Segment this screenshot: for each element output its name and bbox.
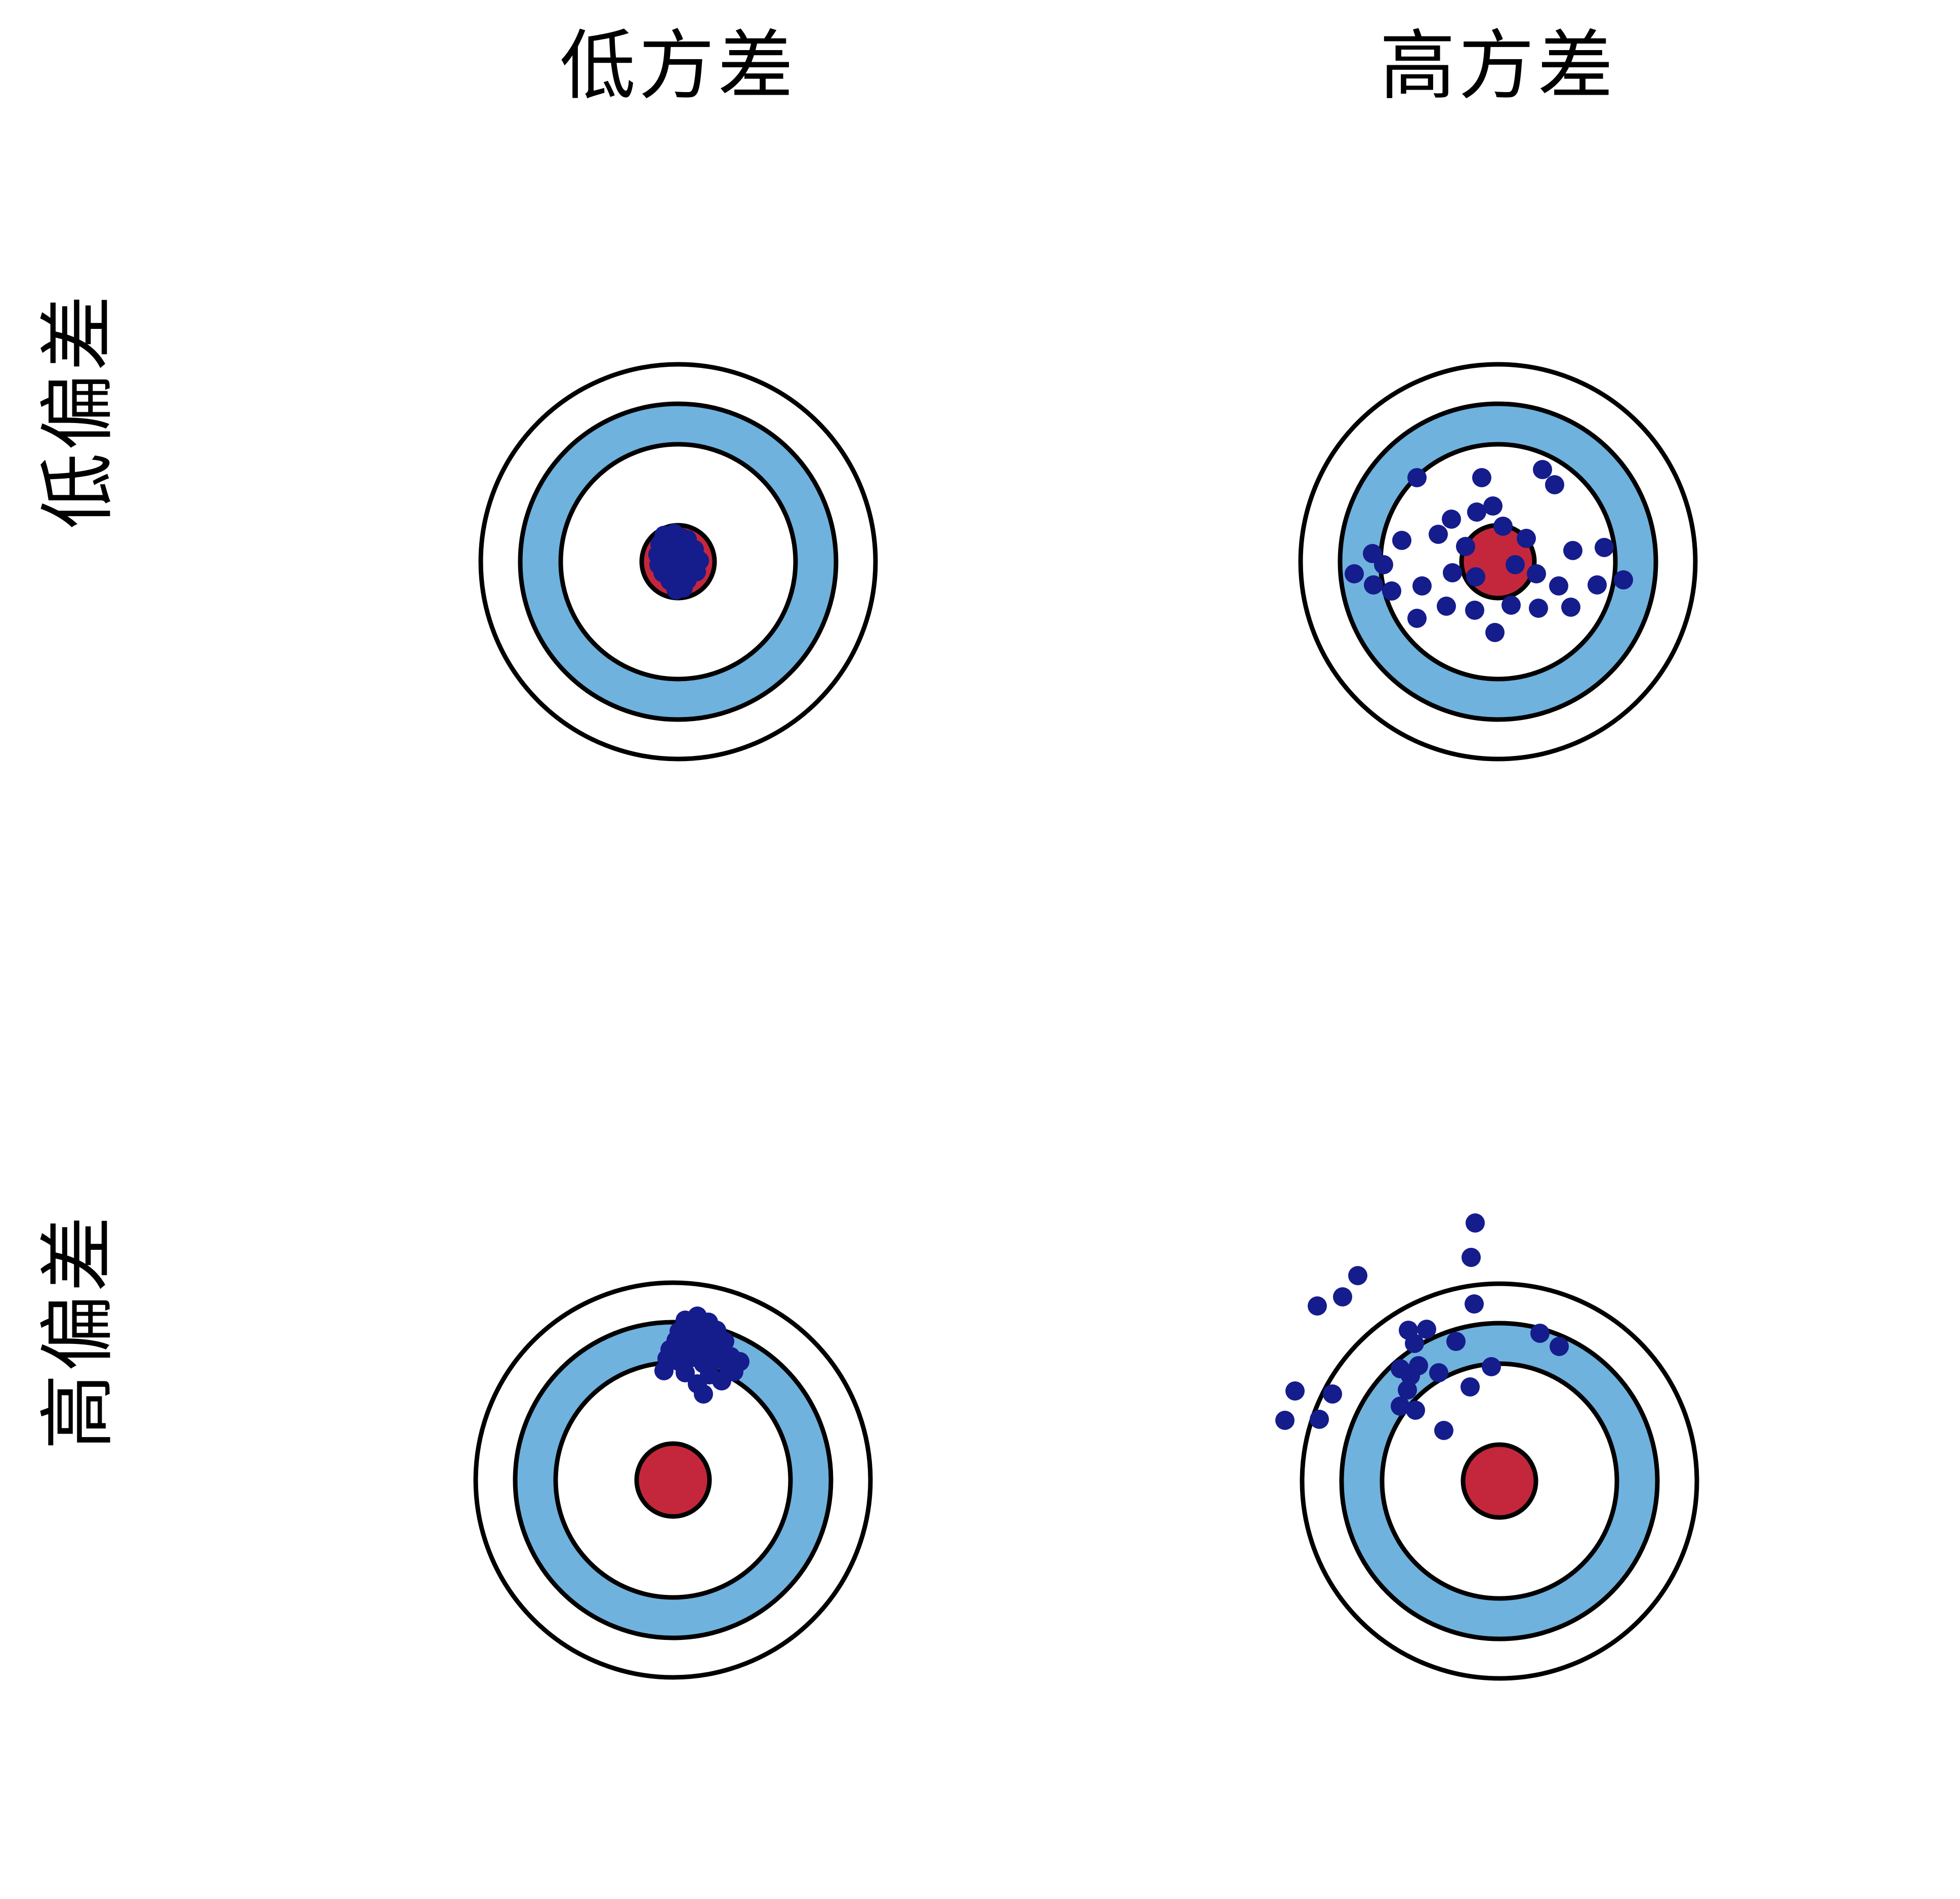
column-header-low-variance: 低方差 <box>559 22 797 110</box>
shot-dot <box>1461 1377 1480 1397</box>
row-label-high-bias: 高偏差 <box>34 1213 122 1450</box>
shot-dot <box>674 578 693 598</box>
shot-dot <box>1549 576 1568 596</box>
shot-dot <box>1364 575 1383 595</box>
shot-dot <box>1406 1401 1425 1420</box>
shot-dot <box>1275 1411 1295 1430</box>
shot-dot <box>1443 563 1462 582</box>
shot-dot <box>694 1384 713 1404</box>
target-low-variance-low-bias <box>478 362 878 762</box>
shot-dot <box>1437 597 1456 616</box>
shot-dot <box>1462 1248 1481 1267</box>
shot-dot <box>654 1361 674 1380</box>
shot-dot <box>1506 555 1525 574</box>
shot-dot <box>1434 1421 1453 1440</box>
shot-dot <box>1595 538 1614 557</box>
shot-dot <box>1442 510 1461 529</box>
shot-dot <box>1398 1380 1417 1400</box>
shot-dot <box>1533 460 1552 479</box>
shot-dot <box>1446 1332 1466 1351</box>
shot-dot <box>1456 537 1475 556</box>
shot-dot <box>1482 1357 1501 1376</box>
shot-dot <box>1429 525 1448 544</box>
shot-dot <box>1412 576 1432 596</box>
target-bullseye <box>634 1441 712 1519</box>
shot-dot <box>1348 1266 1367 1285</box>
target-bullseye <box>1461 1442 1538 1520</box>
target-high-variance-low-bias <box>1298 362 1698 762</box>
shot-dot <box>1465 1294 1484 1314</box>
shot-dot-group <box>1275 1213 1569 1440</box>
target-low-variance-high-bias <box>473 1280 873 1680</box>
shot-dot <box>1345 564 1364 583</box>
shot-dot-group <box>1345 460 1633 642</box>
shot-dot <box>1529 599 1548 618</box>
shot-dot-group <box>648 524 709 600</box>
shot-dot <box>1465 601 1484 620</box>
row-label-low-bias: 低偏差 <box>34 292 122 529</box>
shot-dot <box>1561 598 1580 617</box>
shot-dot <box>1563 541 1582 560</box>
shot-dot <box>1308 1296 1327 1316</box>
shot-dot <box>1466 1213 1485 1233</box>
shot-dot <box>1392 531 1411 550</box>
shot-dot <box>1407 609 1427 628</box>
shot-dot <box>1530 1324 1550 1343</box>
shot-dot <box>712 1371 731 1390</box>
target-high-variance-high-bias <box>1275 1213 1699 1681</box>
shot-dot <box>1310 1410 1329 1429</box>
shot-dot <box>676 1363 695 1382</box>
shot-dot <box>1493 517 1513 536</box>
shot-dot-group <box>654 1306 749 1404</box>
shot-dot <box>1485 623 1505 642</box>
shot-dot <box>1382 581 1401 601</box>
shot-dot <box>1374 555 1393 574</box>
shot-dot <box>1467 502 1486 522</box>
shot-dot <box>1323 1384 1342 1404</box>
shot-dot <box>1391 1397 1410 1416</box>
shot-dot <box>1407 468 1427 487</box>
shot-dot <box>1417 1320 1436 1339</box>
shot-dot <box>1285 1381 1305 1401</box>
shot-dot <box>1545 475 1564 494</box>
shot-dot <box>1517 529 1536 548</box>
shot-dot <box>1429 1363 1448 1382</box>
shot-dot <box>1405 1334 1424 1353</box>
shot-dot <box>1502 596 1521 615</box>
column-header-high-variance: 高方差 <box>1379 22 1616 110</box>
shot-dot <box>1550 1337 1569 1356</box>
shot-dot <box>1466 567 1485 586</box>
shot-dot <box>1483 496 1503 516</box>
shot-dot <box>1614 570 1633 589</box>
shot-dot <box>1588 575 1607 595</box>
shot-dot <box>1472 468 1491 487</box>
shot-dot <box>1527 564 1546 583</box>
shot-dot <box>1333 1287 1352 1306</box>
